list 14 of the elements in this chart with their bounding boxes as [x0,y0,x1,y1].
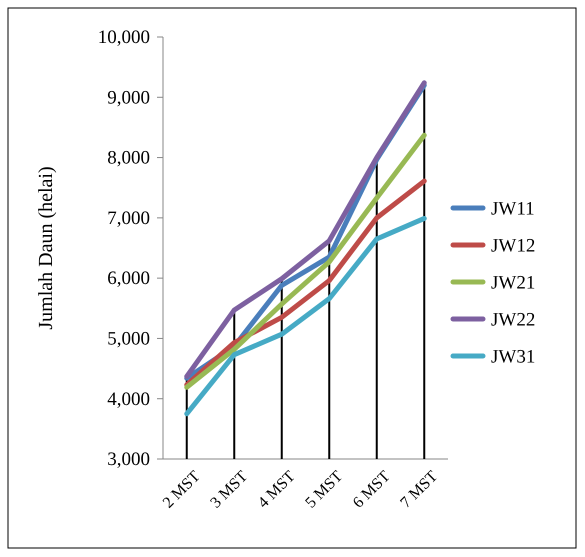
y-tick-label: 5,000 [107,328,150,350]
y-tick-label: 7,000 [107,208,150,229]
y-tick-label: 10,000 [98,27,150,48]
legend-label: JW21 [491,272,536,294]
y-tick-label: 8,000 [107,148,150,169]
y-tick-label: 4,000 [107,388,150,410]
y-tick-label: 6,000 [107,268,150,290]
y-axis-title: Jumlah Daun (helai) [35,166,57,330]
legend-label: JW31 [491,346,536,368]
legend-label: JW11 [491,198,535,220]
legend-label: JW12 [491,236,536,257]
legend-label: JW22 [491,310,536,331]
y-tick-label: 9,000 [107,87,150,108]
y-tick-label: 3,000 [107,449,150,470]
